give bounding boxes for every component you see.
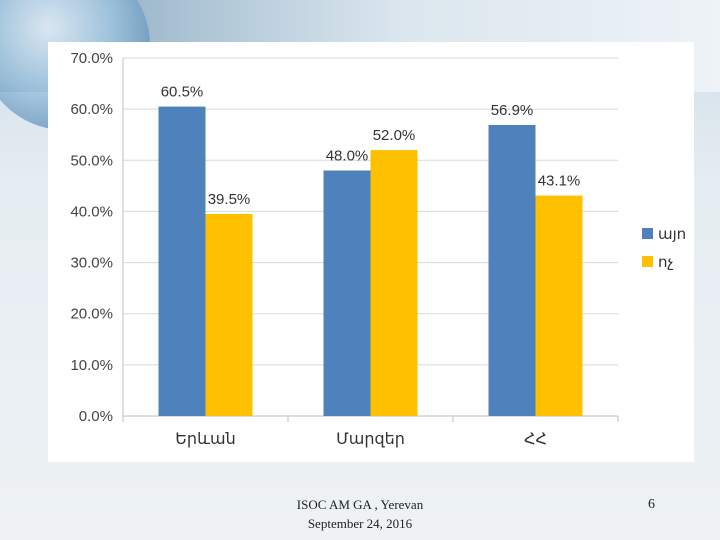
- x-tick-label: ՀՀ: [524, 429, 547, 448]
- bar: [323, 170, 371, 416]
- y-tick-label: 40.0%: [70, 203, 113, 220]
- footer-text: ISOC AM GA , Yerevan September 24, 2016: [260, 495, 460, 533]
- y-tick-label: 20.0%: [70, 306, 113, 323]
- bar: [370, 150, 418, 417]
- bar: [205, 213, 253, 416]
- y-tick-label: 60.0%: [70, 101, 113, 118]
- x-tick-label: Մարզեր: [336, 429, 405, 448]
- data-label: 43.1%: [538, 173, 581, 190]
- bar-chart: 0.0% 10.0% 20.0% 30.0% 40.0% 50.0% 60.0% 70.0% 6…: [70, 50, 686, 448]
- bars: [158, 106, 583, 417]
- bar: [158, 106, 206, 416]
- legend-label: այո: [658, 225, 686, 243]
- bar: [488, 124, 536, 417]
- data-label: 48.0%: [326, 148, 369, 165]
- y-tick-label: 50.0%: [70, 152, 113, 169]
- y-tick-label: 0.0%: [79, 408, 113, 425]
- legend-swatch: [642, 228, 653, 239]
- y-tick-label: 30.0%: [70, 255, 113, 272]
- labels: 0.0% 10.0% 20.0% 30.0% 40.0% 50.0% 60.0% 70.0% 6…: [70, 50, 580, 448]
- data-label: 39.5%: [208, 191, 251, 208]
- page-number: 6: [648, 497, 655, 512]
- legend-label: ոչ: [658, 253, 674, 271]
- footer-line-1: ISOC AM GA , Yerevan: [296, 497, 424, 512]
- data-label: 52.0%: [373, 127, 416, 144]
- footer-line-2: September 24, 2016: [307, 516, 413, 531]
- legend-swatch: [642, 256, 653, 267]
- legend: այո ոչ: [642, 225, 686, 271]
- y-tick-label: 70.0%: [70, 50, 113, 67]
- data-label: 60.5%: [161, 84, 204, 101]
- y-tick-label: 10.0%: [70, 357, 113, 374]
- bar: [535, 195, 583, 416]
- data-label: 56.9%: [491, 102, 534, 119]
- chart-panel: 0.0% 10.0% 20.0% 30.0% 40.0% 50.0% 60.0% 70.0% 6…: [48, 42, 694, 462]
- x-tick-label: Երևան: [175, 429, 236, 448]
